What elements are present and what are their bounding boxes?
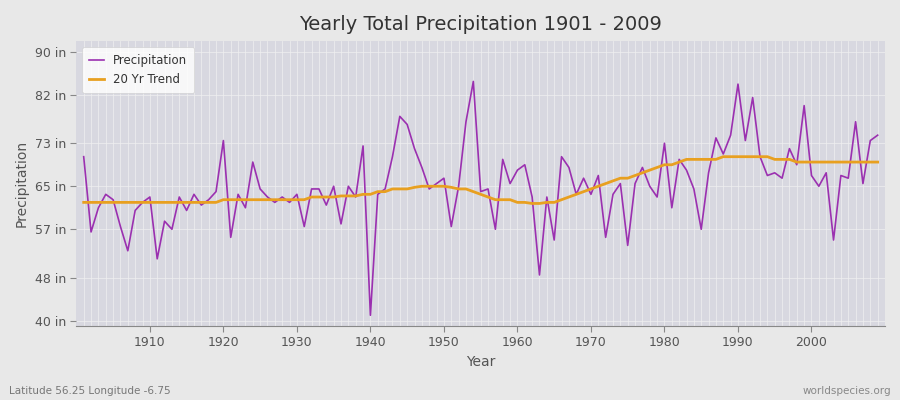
Precipitation xyxy=(615,181,626,186)
20 Yr Trend xyxy=(299,197,310,202)
20 Yr Trend xyxy=(718,154,729,159)
Precipitation xyxy=(468,79,479,84)
20 Yr Trend xyxy=(872,160,883,164)
Text: worldspecies.org: worldspecies.org xyxy=(803,386,891,396)
Line: 20 Yr Trend: 20 Yr Trend xyxy=(84,157,878,204)
Precipitation xyxy=(78,154,89,159)
Line: Precipitation: Precipitation xyxy=(84,82,878,315)
20 Yr Trend xyxy=(512,200,523,205)
20 Yr Trend xyxy=(505,197,516,202)
Legend: Precipitation, 20 Yr Trend: Precipitation, 20 Yr Trend xyxy=(82,47,194,93)
20 Yr Trend xyxy=(137,200,148,205)
Precipitation xyxy=(299,224,310,229)
Precipitation xyxy=(343,184,354,189)
Precipitation xyxy=(872,133,883,138)
Precipitation xyxy=(526,195,537,200)
20 Yr Trend xyxy=(78,200,89,205)
Precipitation xyxy=(519,162,530,167)
Title: Yearly Total Precipitation 1901 - 2009: Yearly Total Precipitation 1901 - 2009 xyxy=(299,15,662,34)
20 Yr Trend xyxy=(343,194,354,198)
20 Yr Trend xyxy=(608,178,618,183)
X-axis label: Year: Year xyxy=(466,355,495,369)
Precipitation xyxy=(365,313,376,318)
20 Yr Trend xyxy=(526,201,537,206)
Text: Latitude 56.25 Longitude -6.75: Latitude 56.25 Longitude -6.75 xyxy=(9,386,171,396)
Y-axis label: Precipitation: Precipitation xyxy=(15,140,29,227)
Precipitation xyxy=(137,200,148,205)
